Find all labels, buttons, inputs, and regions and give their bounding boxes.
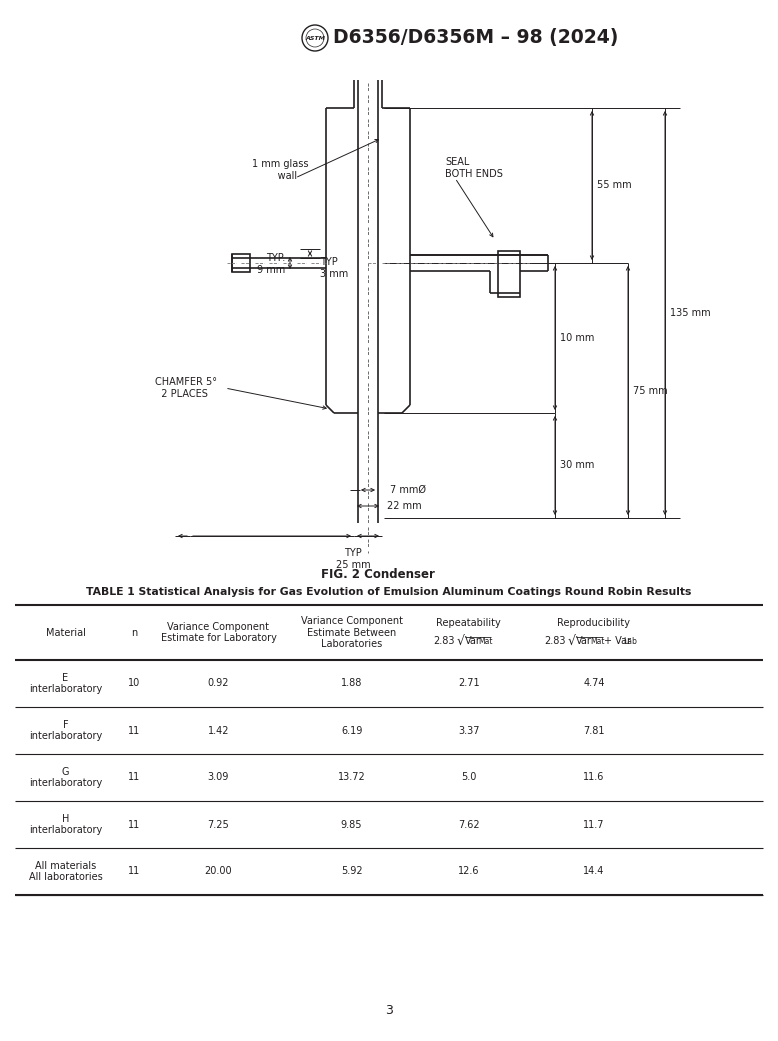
Text: 2.71: 2.71 xyxy=(457,679,479,688)
Text: + Var: + Var xyxy=(604,636,631,646)
Text: D6356/D6356M – 98 (2024): D6356/D6356M – 98 (2024) xyxy=(333,28,619,48)
Text: Variance Component
Estimate Between
Laboratories: Variance Component Estimate Between Labo… xyxy=(300,616,402,650)
Text: E
interlaboratory: E interlaboratory xyxy=(29,672,102,694)
Text: F
interlaboratory: F interlaboratory xyxy=(29,719,102,741)
Text: 11.7: 11.7 xyxy=(584,819,605,830)
Text: Var: Var xyxy=(464,636,481,646)
Text: 10 mm: 10 mm xyxy=(560,333,594,342)
Text: 7.62: 7.62 xyxy=(457,819,479,830)
Text: TABLE 1 Statistical Analysis for Gas Evolution of Emulsion Aluminum Coatings Rou: TABLE 1 Statistical Analysis for Gas Evo… xyxy=(86,587,692,596)
Text: 0.92: 0.92 xyxy=(208,679,230,688)
Text: 14.4: 14.4 xyxy=(584,866,605,877)
Text: All materials
All laboratories: All materials All laboratories xyxy=(29,861,103,883)
Text: 135 mm: 135 mm xyxy=(670,308,710,318)
Text: 2.83: 2.83 xyxy=(545,636,566,646)
Text: FIG. 2 Condenser: FIG. 2 Condenser xyxy=(321,568,435,582)
Text: TYP
3 mm: TYP 3 mm xyxy=(320,257,349,279)
Text: 5.0: 5.0 xyxy=(461,772,476,783)
Text: Material: Material xyxy=(46,628,86,637)
Text: 3.37: 3.37 xyxy=(458,726,479,736)
Text: 3: 3 xyxy=(385,1004,393,1016)
Text: 30 mm: 30 mm xyxy=(560,460,594,471)
Text: 2.83: 2.83 xyxy=(433,636,454,646)
Text: Repeatability: Repeatability xyxy=(436,617,501,628)
Text: 13.72: 13.72 xyxy=(338,772,366,783)
Text: √: √ xyxy=(568,635,576,648)
Text: 11: 11 xyxy=(128,819,140,830)
Text: ASTM: ASTM xyxy=(305,35,325,41)
Text: 10: 10 xyxy=(128,679,140,688)
Text: 7.25: 7.25 xyxy=(208,819,230,830)
Text: 7 mmØ: 7 mmØ xyxy=(390,485,426,496)
Text: TYP.
9 mm: TYP. 9 mm xyxy=(257,253,285,275)
Text: H
interlaboratory: H interlaboratory xyxy=(29,814,102,835)
Text: 9.85: 9.85 xyxy=(341,819,363,830)
Text: Mat: Mat xyxy=(478,637,493,646)
Text: Lab: Lab xyxy=(623,637,637,646)
Text: 4.74: 4.74 xyxy=(584,679,605,688)
Text: √: √ xyxy=(457,635,464,648)
Text: G
interlaboratory: G interlaboratory xyxy=(29,767,102,788)
Text: 1 mm glass
     wall: 1 mm glass wall xyxy=(252,159,308,181)
Text: TYP
25 mm: TYP 25 mm xyxy=(335,548,370,569)
Text: 75 mm: 75 mm xyxy=(633,385,668,396)
Bar xyxy=(498,251,520,297)
Text: 3.09: 3.09 xyxy=(208,772,230,783)
Text: 12.6: 12.6 xyxy=(458,866,479,877)
Text: SEAL
BOTH ENDS: SEAL BOTH ENDS xyxy=(445,157,503,179)
Text: CHAMFER 5°
  2 PLACES: CHAMFER 5° 2 PLACES xyxy=(155,377,217,399)
Text: 7.81: 7.81 xyxy=(584,726,605,736)
Text: Mat: Mat xyxy=(590,637,605,646)
Text: 6.19: 6.19 xyxy=(341,726,363,736)
Text: 11.6: 11.6 xyxy=(584,772,605,783)
Text: 22 mm: 22 mm xyxy=(387,501,422,511)
Text: 1.88: 1.88 xyxy=(341,679,363,688)
Text: 11: 11 xyxy=(128,772,140,783)
Text: n: n xyxy=(131,628,137,637)
Text: 5.92: 5.92 xyxy=(341,866,363,877)
Text: 1.42: 1.42 xyxy=(208,726,230,736)
Text: 20.00: 20.00 xyxy=(205,866,233,877)
Bar xyxy=(232,254,250,272)
Text: 11: 11 xyxy=(128,866,140,877)
Text: Variance Component
Estimate for Laboratory: Variance Component Estimate for Laborato… xyxy=(160,621,276,643)
Text: 55 mm: 55 mm xyxy=(597,180,632,191)
Text: Reproducibility: Reproducibility xyxy=(558,617,630,628)
Text: Var: Var xyxy=(576,636,592,646)
Text: 11: 11 xyxy=(128,726,140,736)
